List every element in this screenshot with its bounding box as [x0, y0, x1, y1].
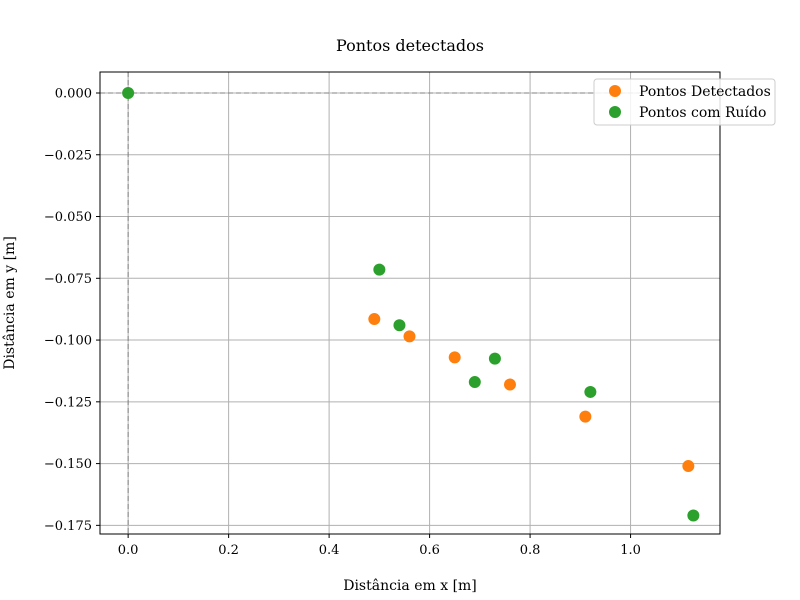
- y-tick-label: −0.075: [44, 272, 92, 287]
- point-noise: [468, 376, 481, 389]
- y-tick-label: −0.100: [44, 334, 92, 349]
- grid-layer: [100, 72, 720, 534]
- y-tick-label: −0.125: [44, 395, 92, 410]
- point-noise: [584, 385, 597, 398]
- point-noise: [122, 87, 135, 99]
- point-noise: [488, 352, 501, 365]
- y-axis-label: Distância em y [m]: [2, 236, 18, 370]
- x-tick-label: 1.0: [620, 543, 641, 558]
- x-tick-label: 0.6: [419, 543, 440, 558]
- data-points: [122, 87, 700, 522]
- legend-label-detected: Pontos Detectados: [639, 84, 771, 100]
- x-tick-label: 0.8: [520, 543, 541, 558]
- y-tick-label: −0.175: [44, 519, 92, 534]
- y-tick-label: −0.025: [44, 148, 92, 163]
- point-detected: [579, 410, 592, 423]
- legend-marker-noise: [609, 106, 621, 118]
- point-detected: [682, 460, 695, 473]
- legend-label-noise: Pontos com Ruído: [639, 105, 766, 121]
- point-detected: [368, 313, 381, 326]
- point-noise: [373, 263, 386, 276]
- legend-marker-detected: [609, 85, 621, 97]
- x-tick-label: 0.4: [319, 543, 340, 558]
- point-detected: [448, 351, 461, 364]
- point-detected: [403, 330, 416, 343]
- point-noise: [687, 509, 700, 522]
- axis-ticks: 0.0 0.2 0.4 0.6 0.8 1.0 0.000 −0.025 −0.050 −0.07…: [44, 87, 641, 559]
- x-tick-label: 0.2: [218, 543, 239, 558]
- chart-title: Pontos detectados: [336, 36, 484, 55]
- legend-box: [593, 78, 776, 126]
- y-tick-label: −0.050: [44, 210, 92, 225]
- y-tick-label: 0.000: [55, 87, 92, 102]
- plot-frame: [99, 71, 721, 535]
- point-detected: [503, 378, 516, 391]
- y-tick-label: −0.150: [44, 457, 92, 472]
- x-tick-label: 0.0: [118, 543, 139, 558]
- legend: Pontos Detectados Pontos com Ruído: [593, 78, 776, 126]
- reference-lines: [100, 72, 720, 534]
- point-noise: [393, 319, 406, 332]
- x-axis-label: Distância em x [m]: [343, 578, 477, 594]
